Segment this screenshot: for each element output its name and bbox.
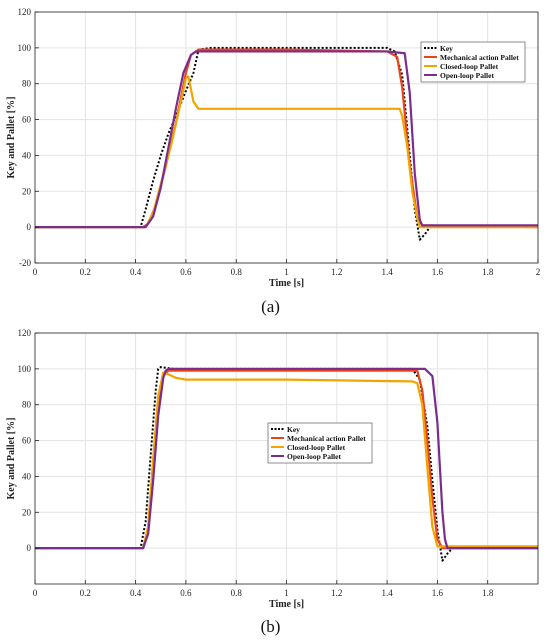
legend-label: Mechanical action Pallet xyxy=(440,53,519,62)
x-tick-label: 0.6 xyxy=(180,588,192,598)
x-tick-label: 1 xyxy=(284,267,289,277)
y-tick-label: 20 xyxy=(22,186,32,196)
x-tick-label: 1 xyxy=(284,588,289,598)
y-tick-label: 100 xyxy=(18,43,32,53)
x-tick-label: 0.2 xyxy=(80,588,91,598)
x-tick-label: 1.2 xyxy=(331,588,342,598)
x-tick-label: 1.4 xyxy=(381,588,393,598)
y-tick-label: 60 xyxy=(22,436,32,446)
series-group xyxy=(35,46,538,241)
legend-label: Key xyxy=(287,425,300,434)
y-tick-label: -20 xyxy=(19,258,31,268)
legend-label: Closed-loop Pallet xyxy=(287,443,346,452)
x-tick-label: 0.8 xyxy=(231,267,243,277)
y-tick-label: 40 xyxy=(22,150,32,160)
x-tick-label: 1.4 xyxy=(381,267,393,277)
y-tick-label: 20 xyxy=(22,507,32,517)
figure-caption: (a) xyxy=(261,297,280,316)
y-tick-label: 80 xyxy=(22,400,32,410)
legend-label: Closed-loop Pallet xyxy=(440,62,499,71)
series-line-key xyxy=(35,46,538,241)
chart-b: 0 0.2 0.4 0.6 0.8 1 1.2 1.4 1.6 1.8 0 20 40 60 80 100 12… xyxy=(6,328,539,636)
series-line-open-loop-pallet xyxy=(35,367,538,550)
x-tick-label: 1.6 xyxy=(432,588,444,598)
figure-caption: (b) xyxy=(261,617,281,636)
legend-box xyxy=(267,422,373,464)
y-tick-label: 120 xyxy=(18,7,32,17)
y-tick-label: 0 xyxy=(27,543,32,553)
y-axis-label: Key and Pallet [%] xyxy=(6,418,17,500)
x-axis-label: Time [s] xyxy=(269,278,304,289)
legend-label: Open-loop Pallet xyxy=(287,452,341,461)
y-tick-label: 80 xyxy=(22,79,32,89)
series-line-open-loop-pallet xyxy=(35,50,538,229)
x-tick-label: 0 xyxy=(33,267,38,277)
x-tick-label: 0.6 xyxy=(180,267,192,277)
series-line-closed-loop-pallet xyxy=(35,371,538,550)
legend-box xyxy=(420,41,526,83)
x-tick-label: 0.4 xyxy=(130,588,142,598)
y-tick-label: 40 xyxy=(22,471,32,481)
x-tick-label: 0.8 xyxy=(231,588,243,598)
x-tick-label: 0.2 xyxy=(80,267,91,277)
legend-label: Key xyxy=(440,44,453,53)
y-axis-label: Key and Pallet [%] xyxy=(6,97,17,179)
x-tick-label: 2 xyxy=(536,267,541,277)
x-axis-label: Time [s] xyxy=(269,599,304,610)
y-tick-label: 60 xyxy=(22,115,32,125)
x-tick-label: 1.8 xyxy=(482,588,494,598)
y-tick-label: 120 xyxy=(18,328,32,338)
y-tick-label: 0 xyxy=(27,222,32,232)
x-tick-label: 1.8 xyxy=(482,267,494,277)
x-tick-label: 1.6 xyxy=(432,267,444,277)
x-tick-label: 0 xyxy=(33,588,38,598)
chart-a: 0 0.2 0.4 0.6 0.8 1 1.2 1.4 1.6 1.8 2-200204060801… xyxy=(6,7,540,316)
x-tick-label: 1.2 xyxy=(331,267,342,277)
x-tick-label: 0.4 xyxy=(130,267,142,277)
series-group xyxy=(35,366,538,562)
y-tick-label: 100 xyxy=(18,364,32,374)
legend-label: Open-loop Pallet xyxy=(440,71,494,80)
legend-label: Mechanical action Pallet xyxy=(287,434,366,443)
